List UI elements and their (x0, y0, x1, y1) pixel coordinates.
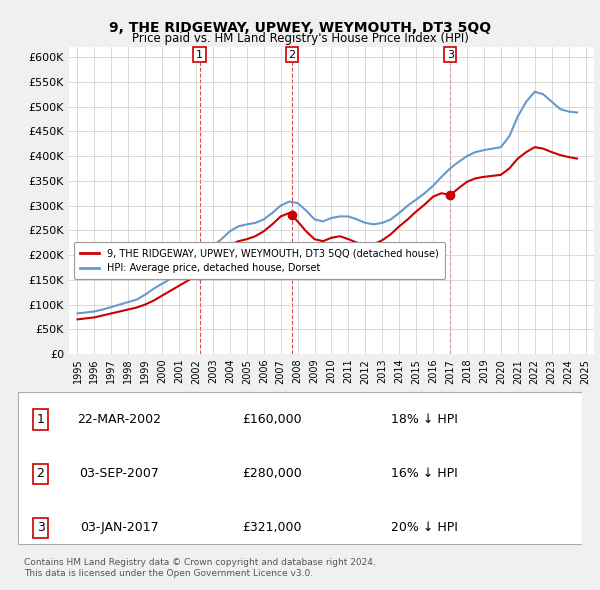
Text: 2: 2 (289, 50, 296, 60)
Text: 9, THE RIDGEWAY, UPWEY, WEYMOUTH, DT3 5QQ: 9, THE RIDGEWAY, UPWEY, WEYMOUTH, DT3 5Q… (109, 21, 491, 35)
Text: 3: 3 (37, 522, 44, 535)
Text: 16% ↓ HPI: 16% ↓ HPI (391, 467, 457, 480)
Text: Price paid vs. HM Land Registry's House Price Index (HPI): Price paid vs. HM Land Registry's House … (131, 32, 469, 45)
Text: 22-MAR-2002: 22-MAR-2002 (77, 413, 161, 426)
Text: £280,000: £280,000 (242, 467, 302, 480)
Text: £321,000: £321,000 (242, 522, 302, 535)
Text: 1: 1 (37, 413, 44, 426)
FancyBboxPatch shape (18, 392, 582, 544)
Text: 20% ↓ HPI: 20% ↓ HPI (391, 522, 458, 535)
Text: £160,000: £160,000 (242, 413, 302, 426)
Text: 1: 1 (196, 50, 203, 60)
Text: 18% ↓ HPI: 18% ↓ HPI (391, 413, 458, 426)
Text: 2: 2 (37, 467, 44, 480)
Text: Contains HM Land Registry data © Crown copyright and database right 2024.
This d: Contains HM Land Registry data © Crown c… (23, 558, 376, 578)
Text: 03-SEP-2007: 03-SEP-2007 (80, 467, 160, 480)
Text: 3: 3 (447, 50, 454, 60)
Text: 03-JAN-2017: 03-JAN-2017 (80, 522, 159, 535)
Legend: 9, THE RIDGEWAY, UPWEY, WEYMOUTH, DT3 5QQ (detached house), HPI: Average price, : 9, THE RIDGEWAY, UPWEY, WEYMOUTH, DT3 5Q… (74, 242, 445, 279)
